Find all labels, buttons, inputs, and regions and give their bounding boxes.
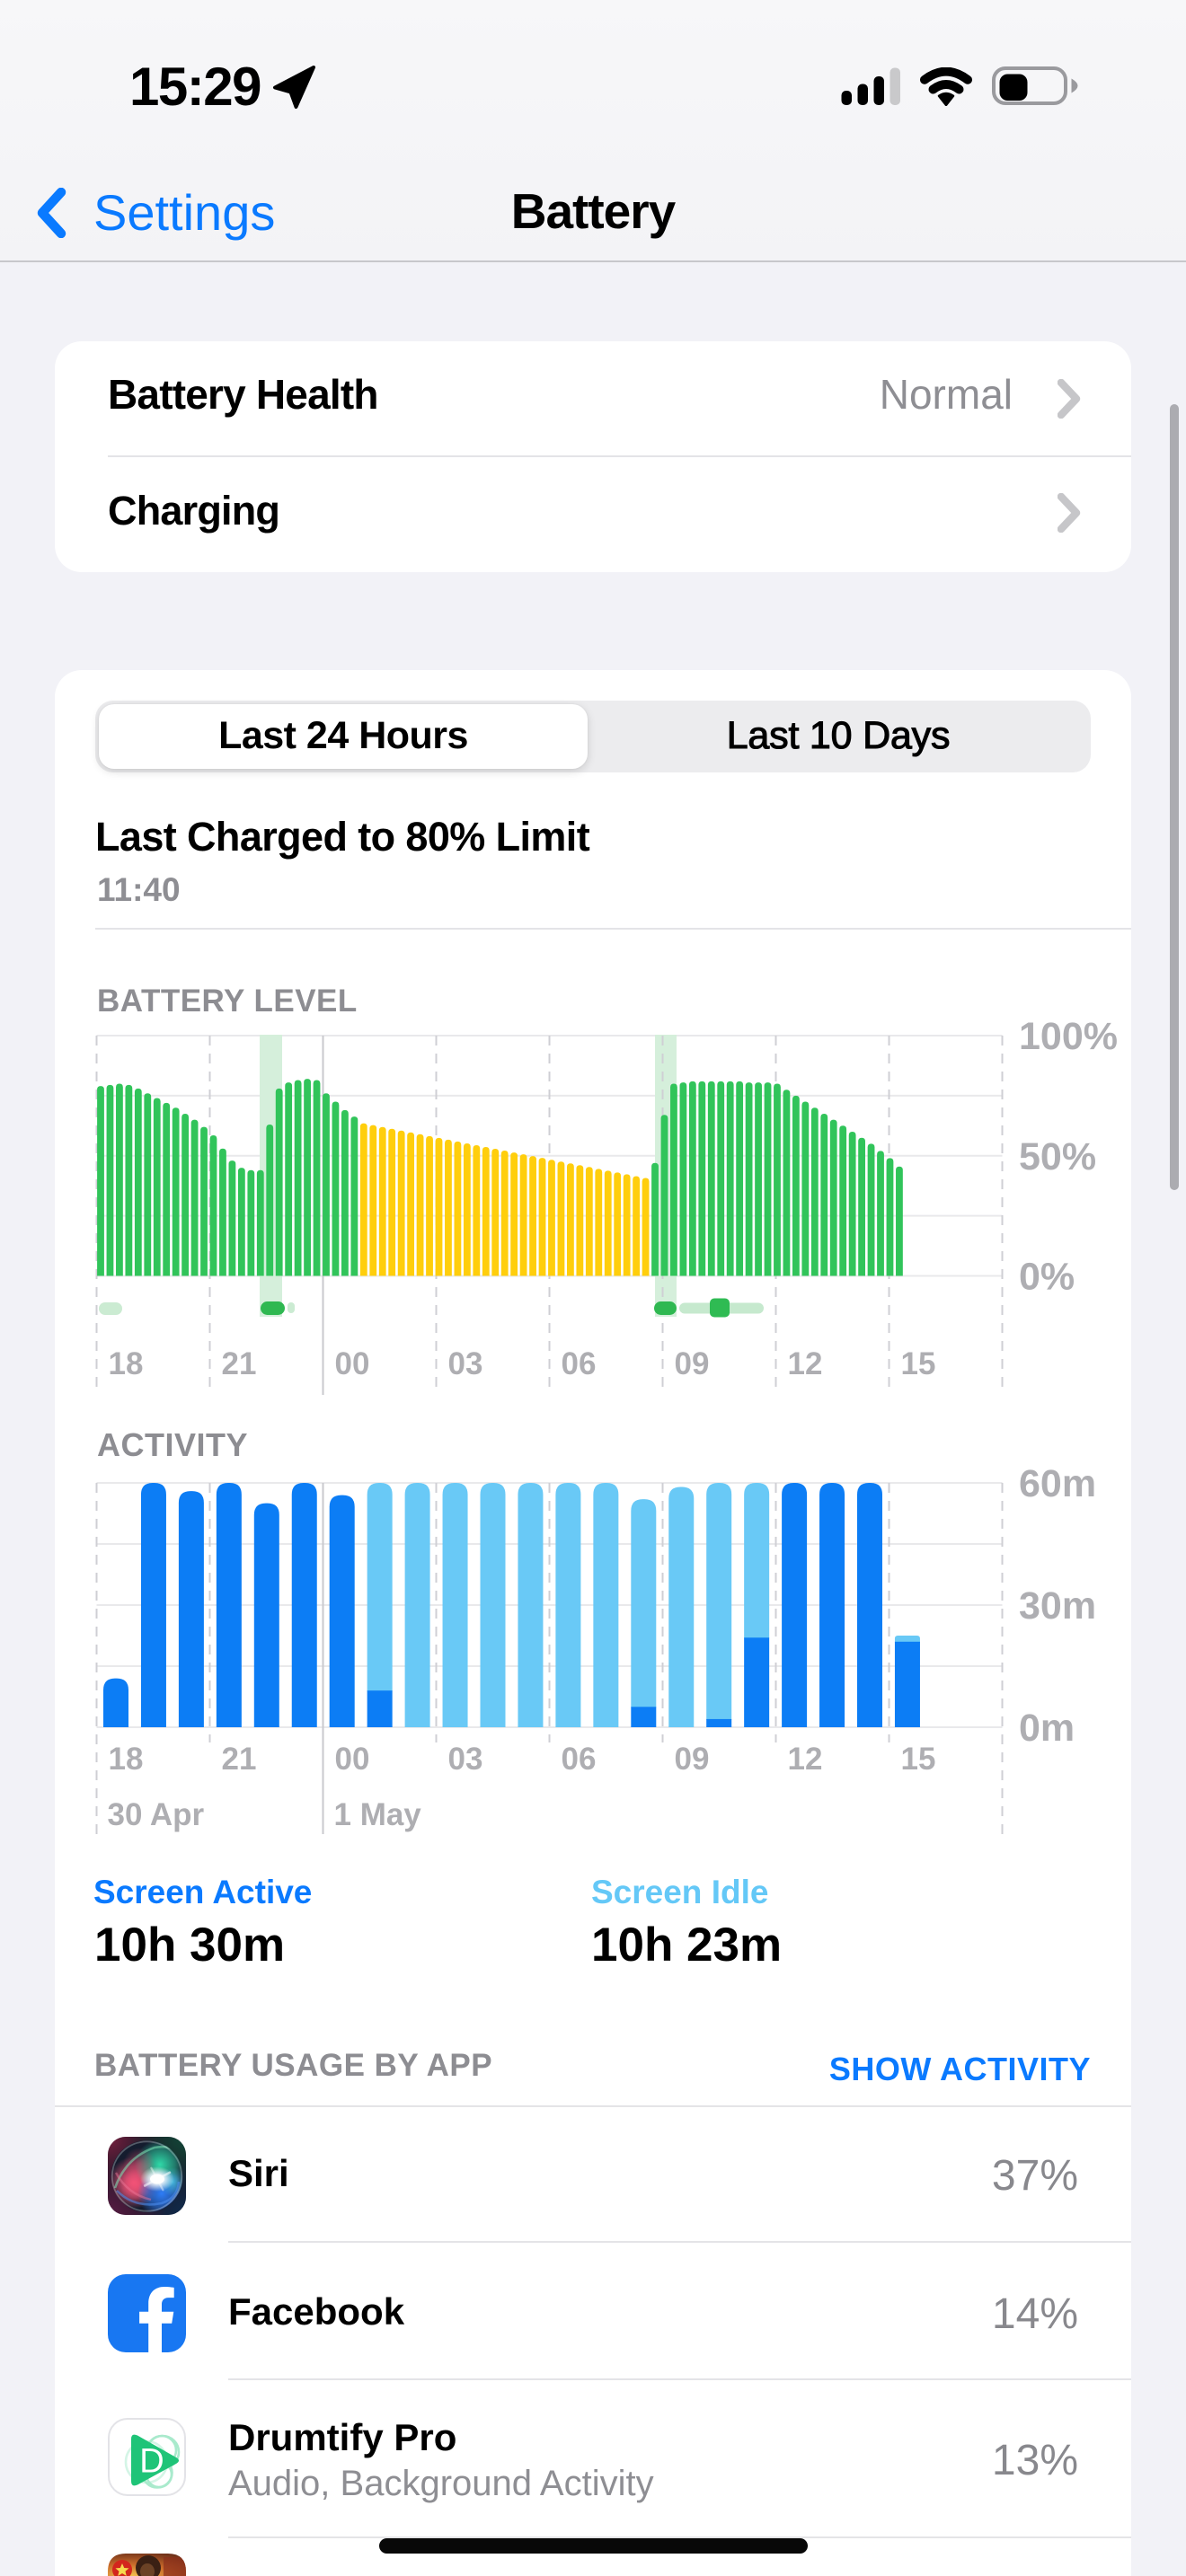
svg-text:D: D xyxy=(139,2443,164,2481)
svg-text:30m: 30m xyxy=(1019,1584,1096,1628)
svg-text:0%: 0% xyxy=(1019,1256,1075,1299)
svg-text:12: 12 xyxy=(788,1742,823,1777)
svg-text:21: 21 xyxy=(222,1742,257,1777)
svg-text:15: 15 xyxy=(901,1346,936,1381)
svg-text:50%: 50% xyxy=(1019,1135,1096,1178)
svg-text:18: 18 xyxy=(109,1742,144,1777)
svg-text:03: 03 xyxy=(448,1742,483,1777)
svg-text:09: 09 xyxy=(675,1346,710,1381)
svg-text:60m: 60m xyxy=(1019,1464,1096,1505)
svg-text:06: 06 xyxy=(562,1742,597,1777)
svg-text:12: 12 xyxy=(788,1346,823,1381)
svg-text:30 Apr: 30 Apr xyxy=(108,1797,205,1832)
svg-text:1 May: 1 May xyxy=(334,1797,422,1832)
svg-text:0m: 0m xyxy=(1019,1707,1075,1750)
svg-text:00: 00 xyxy=(335,1742,370,1777)
svg-text:21: 21 xyxy=(222,1346,257,1381)
svg-text:09: 09 xyxy=(675,1742,710,1777)
svg-text:00: 00 xyxy=(335,1346,370,1381)
svg-text:100%: 100% xyxy=(1019,1015,1118,1058)
svg-text:15: 15 xyxy=(901,1742,936,1777)
svg-text:18: 18 xyxy=(109,1346,144,1381)
svg-text:03: 03 xyxy=(448,1346,483,1381)
svg-text:06: 06 xyxy=(562,1346,597,1381)
